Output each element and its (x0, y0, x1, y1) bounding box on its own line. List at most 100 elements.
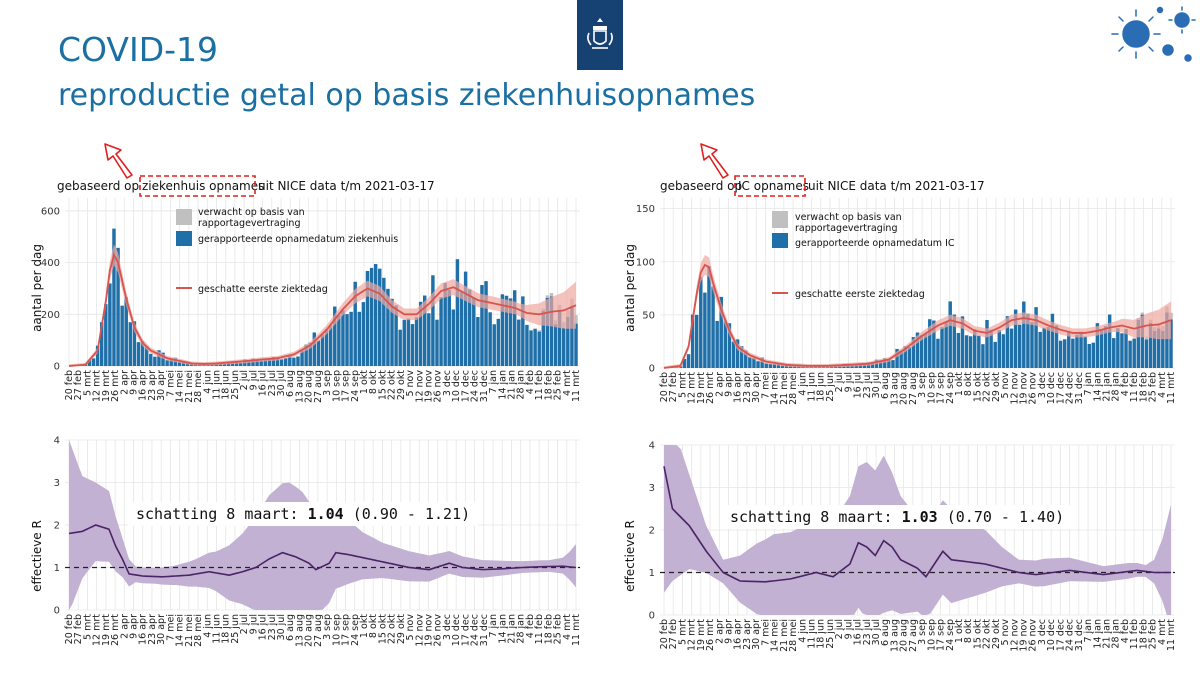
x-tick-label: 14 jan (497, 370, 508, 400)
x-tick-label: 30 apr (156, 370, 167, 401)
x-tick-label: 17 sep (936, 619, 947, 651)
x-tick-label: 18 feb (1138, 372, 1149, 402)
x-tick-label: 3 sep (322, 370, 333, 396)
bar (932, 320, 936, 368)
bar (345, 314, 349, 366)
bar (952, 314, 957, 368)
x-tick-label: 6 aug (285, 614, 296, 641)
estimate-range: (0.90 - 1.21) (343, 505, 471, 523)
x-tick-label: 3 dec (1037, 372, 1048, 398)
x-tick-label: 4 jun (202, 614, 213, 638)
x-tick-label: 20 aug (304, 370, 315, 403)
x-tick-label: 2 apr (119, 370, 130, 395)
y-tick-label: 2 (649, 526, 655, 537)
bar (739, 346, 744, 368)
x-tick-label: 3 dec (442, 614, 453, 640)
bar (1136, 319, 1141, 368)
x-tick-label: 4 mrt (562, 614, 573, 640)
bar (255, 359, 259, 366)
x-tick-label: 18 feb (543, 614, 554, 644)
bar (120, 305, 124, 366)
x-tick-label: 21 mei (184, 614, 195, 647)
bar (230, 362, 235, 366)
x-tick-label: 23 apr (147, 614, 158, 645)
bar (271, 356, 276, 366)
bar (500, 294, 505, 366)
x-tick-label: 17 sep (341, 614, 352, 646)
bar (386, 288, 390, 366)
bar-expected (1132, 337, 1136, 339)
bar (406, 318, 411, 366)
x-tick-label: 11 jun (806, 372, 817, 402)
x-tick-label: 17 dec (1055, 372, 1066, 404)
x-tick-label: 29 okt (396, 370, 407, 400)
x-tick-label: 30 apr (751, 619, 762, 650)
bar (239, 362, 243, 366)
x-tick-label: 4 feb (1120, 372, 1131, 396)
x-tick-label: 26 nov (1028, 619, 1039, 652)
bar (541, 310, 546, 366)
bar (361, 302, 366, 366)
x-tick-label: 20 aug (899, 619, 910, 652)
bar (422, 295, 427, 366)
bar (222, 363, 227, 366)
x-tick-label: 22 okt (387, 370, 398, 400)
arrow-highlight-icon (104, 143, 133, 179)
y-axis-label: aantal per dag (30, 244, 44, 332)
bar (956, 333, 961, 368)
x-tick-label: 24 dec (1065, 619, 1076, 651)
x-tick-label: 18 feb (543, 370, 554, 400)
x-tick-label: 3 sep (322, 614, 333, 640)
bar (562, 327, 566, 366)
bar (1099, 330, 1104, 368)
bar (234, 362, 239, 366)
x-tick-label: 18 jun (221, 614, 232, 644)
bar (492, 324, 496, 366)
bar (977, 335, 981, 368)
estimate-line (663, 263, 1172, 369)
x-tick-label: 24 sep (945, 372, 956, 404)
x-tick-label: 21 mei (779, 619, 790, 652)
bar (887, 359, 891, 368)
bar (525, 324, 529, 366)
bar (104, 304, 108, 366)
x-tick-label: 4 mrt (1157, 619, 1168, 645)
bar (459, 292, 464, 366)
x-tick-label: 7 jan (488, 370, 499, 394)
x-tick-label: 12 mrt (92, 614, 103, 646)
x-tick-label: 5 mrt (82, 370, 93, 396)
bar (735, 339, 740, 368)
x-tick-label: 4 feb (525, 614, 536, 638)
bar (968, 336, 973, 368)
x-tick-label: 11 mrt (571, 370, 582, 402)
bar (919, 335, 924, 368)
x-tick-label: 16 apr (138, 370, 149, 401)
bar (1046, 327, 1051, 368)
bar (414, 317, 419, 366)
chart-title-prefix: gebaseerd op (57, 179, 139, 193)
bar (91, 358, 96, 366)
legend-expected-2: rapportagevertraging (795, 223, 897, 234)
bar (899, 350, 903, 368)
bar (1030, 322, 1034, 368)
x-tick-label: 10 dec (1046, 619, 1057, 651)
x-tick-label: 27 feb (73, 614, 84, 644)
x-tick-label: 29 okt (396, 614, 407, 644)
bar (915, 332, 920, 368)
bar (108, 283, 112, 366)
chart-title-highlight: ziekenhuis opnames (142, 179, 264, 193)
bar (557, 309, 562, 366)
x-tick-label: 19 mrt (696, 372, 707, 404)
x-tick-label: 30 jul (871, 372, 882, 398)
bar (324, 329, 329, 366)
x-tick-label: 25 jun (825, 619, 836, 649)
x-tick-label: 18 jun (816, 619, 827, 649)
x-tick-label: 4 feb (525, 370, 536, 394)
bar (112, 228, 116, 366)
legend-swatch-expected (176, 209, 192, 225)
x-tick-label: 15 okt (377, 370, 388, 400)
x-tick-label: 14 mei (770, 619, 781, 652)
x-tick-label: 11 jun (211, 614, 222, 644)
bar (292, 357, 296, 366)
